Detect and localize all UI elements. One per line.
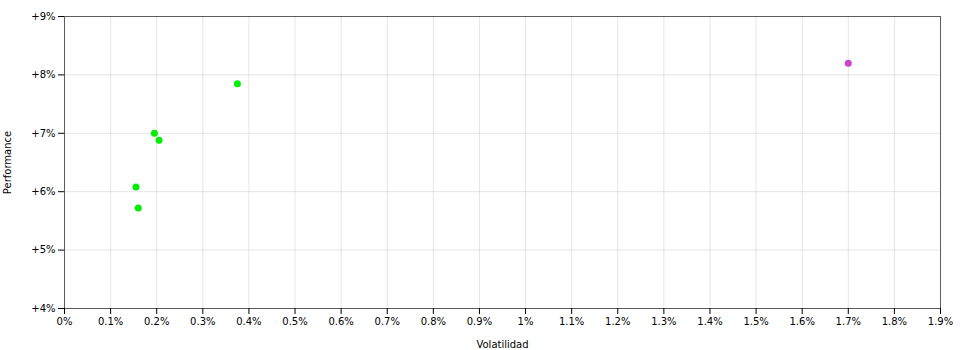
svg-text:1.1%: 1.1% xyxy=(559,316,584,327)
svg-text:+8%: +8% xyxy=(31,69,55,80)
svg-text:0.1%: 0.1% xyxy=(98,316,123,327)
svg-text:0.9%: 0.9% xyxy=(467,316,492,327)
svg-text:1.8%: 1.8% xyxy=(882,316,907,327)
svg-text:+7%: +7% xyxy=(31,128,55,139)
svg-text:Volatilidad: Volatilidad xyxy=(476,339,528,350)
svg-text:0.4%: 0.4% xyxy=(236,316,261,327)
svg-text:0.5%: 0.5% xyxy=(282,316,307,327)
svg-text:1.5%: 1.5% xyxy=(743,316,768,327)
svg-text:1.6%: 1.6% xyxy=(789,316,814,327)
svg-text:+9%: +9% xyxy=(31,11,55,22)
svg-text:1.7%: 1.7% xyxy=(836,316,861,327)
svg-text:1.9%: 1.9% xyxy=(928,316,953,327)
svg-text:1%: 1% xyxy=(518,316,534,327)
svg-text:Performance: Performance xyxy=(2,131,13,194)
svg-text:1.4%: 1.4% xyxy=(697,316,722,327)
svg-text:0.3%: 0.3% xyxy=(190,316,215,327)
svg-text:+5%: +5% xyxy=(31,244,55,255)
svg-text:0.6%: 0.6% xyxy=(328,316,353,327)
svg-text:+6%: +6% xyxy=(31,186,55,197)
svg-text:0.7%: 0.7% xyxy=(375,316,400,327)
svg-text:0%: 0% xyxy=(57,316,73,327)
svg-text:1.3%: 1.3% xyxy=(651,316,676,327)
svg-text:1.2%: 1.2% xyxy=(605,316,630,327)
svg-text:0.8%: 0.8% xyxy=(421,316,446,327)
svg-text:+4%: +4% xyxy=(31,303,55,314)
svg-text:0.2%: 0.2% xyxy=(144,316,169,327)
